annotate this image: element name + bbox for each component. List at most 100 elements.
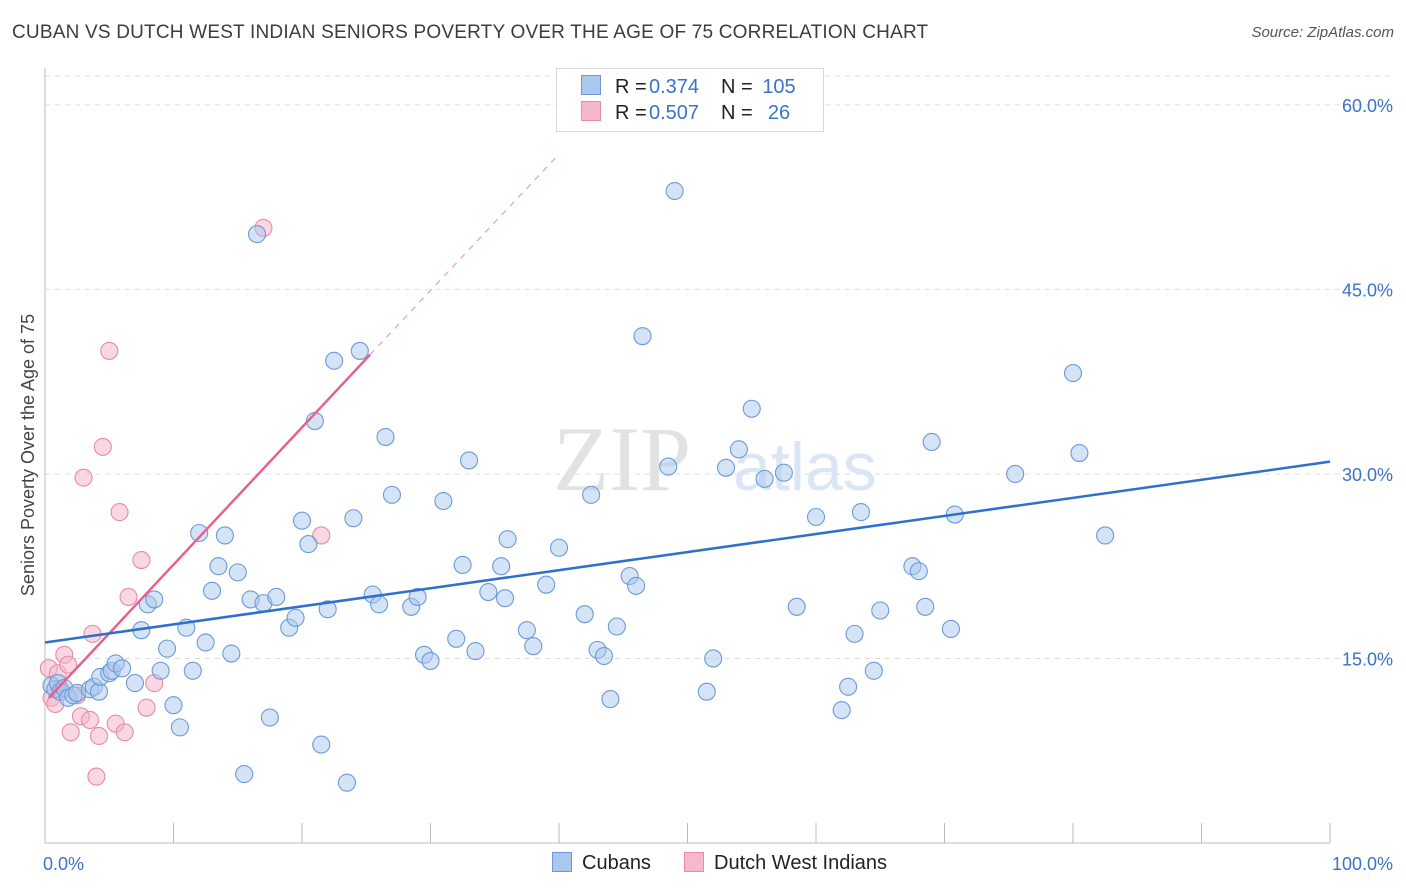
cubans-point xyxy=(260,708,279,727)
cubans-point xyxy=(633,327,652,346)
cubans-legend-label: Cubans xyxy=(582,852,651,874)
cubans-point xyxy=(164,696,183,715)
cubans-point xyxy=(922,432,941,452)
cubans-legend-swatch xyxy=(552,852,572,872)
y-tick-label: 60.0% xyxy=(1342,96,1393,116)
cubans-point xyxy=(601,690,620,709)
cubans-point xyxy=(787,597,806,616)
y-tick-label: 45.0% xyxy=(1342,280,1393,300)
dwi-point xyxy=(110,503,129,522)
cubans-point xyxy=(755,469,774,488)
dwi-point xyxy=(312,526,331,545)
cubans-point xyxy=(549,538,569,557)
dwi-point xyxy=(137,698,156,717)
cubans-point xyxy=(382,485,402,504)
axes xyxy=(44,68,1331,844)
cubans-point xyxy=(376,427,395,447)
dwi-point xyxy=(132,551,151,570)
dwi-trend-line xyxy=(47,353,372,699)
cubans-point xyxy=(312,735,331,754)
cubans-point xyxy=(941,619,960,639)
cubans-point xyxy=(575,605,594,624)
cubans-point xyxy=(222,644,241,663)
cubans-point xyxy=(871,601,890,620)
dwi-point xyxy=(93,437,112,456)
cubans-point xyxy=(839,677,858,696)
cubans-point xyxy=(909,562,928,581)
cubans-point xyxy=(151,661,170,680)
r-label: R = xyxy=(615,76,647,98)
cubans-point xyxy=(292,511,312,530)
cubans-point xyxy=(408,587,427,607)
cubans-point xyxy=(1006,464,1025,484)
cubans-point xyxy=(145,590,164,609)
cubans-point xyxy=(607,617,626,636)
cubans-point xyxy=(196,633,215,652)
r-value: 0.374 xyxy=(649,76,700,98)
cubans-point xyxy=(459,451,479,470)
n-label: N = xyxy=(721,76,753,98)
cubans-point xyxy=(582,485,601,504)
x-tick-label: 100.0% xyxy=(1332,854,1393,874)
cubans-point xyxy=(286,608,305,627)
x-tick-label: 0.0% xyxy=(43,854,84,874)
cubans-point xyxy=(299,535,318,554)
chart-title: CUBAN VS DUTCH WEST INDIAN SENIORS POVER… xyxy=(12,22,929,43)
tick-labels: 15.0% 30.0% 45.0% 60.0% 0.0% 100.0% xyxy=(43,96,1393,874)
cubans-point xyxy=(215,526,234,545)
cubans-point xyxy=(479,582,498,602)
dwi-swatch xyxy=(581,101,601,121)
cubans-point xyxy=(845,624,864,643)
y-tick-label: 15.0% xyxy=(1342,649,1393,669)
r-label: R = xyxy=(615,102,647,124)
legend-row-dwi: R = 0.507 N = 26 xyxy=(581,101,799,127)
legend-item-dwi: Dutch West Indians xyxy=(684,852,887,875)
cubans-point xyxy=(697,682,716,701)
cubans-point xyxy=(447,629,466,648)
y-axis-label: Seniors Poverty Over the Age of 75 xyxy=(18,314,38,596)
cubans-point xyxy=(492,557,511,576)
cubans-point xyxy=(113,659,132,678)
cubans-point xyxy=(806,507,826,527)
cubans-point xyxy=(350,341,369,360)
cubans-point xyxy=(1070,443,1089,463)
cubans-point xyxy=(209,557,228,576)
dwi-point xyxy=(87,767,106,786)
dwi-point xyxy=(59,655,78,674)
cubans-point xyxy=(1096,526,1115,545)
cubans-point xyxy=(158,639,177,658)
cubans-point xyxy=(228,563,247,582)
source-label: Source: ZipAtlas.com xyxy=(1251,24,1394,41)
trend-lines xyxy=(44,153,1331,699)
cubans-point xyxy=(325,351,344,370)
dwi-point xyxy=(74,468,93,487)
cubans-point xyxy=(125,674,144,693)
cubans-point xyxy=(537,575,556,594)
cubans-point xyxy=(498,530,517,549)
cubans-point xyxy=(453,555,472,575)
cubans-point xyxy=(1063,364,1083,383)
cubans-point xyxy=(594,646,614,666)
dwi-legend-swatch xyxy=(684,852,704,872)
grid-lines xyxy=(45,75,1394,659)
cubans-point xyxy=(203,581,222,600)
cubans-point xyxy=(627,576,646,595)
n-value: 26 xyxy=(767,102,791,124)
cubans-swatch xyxy=(581,75,601,95)
n-value: 105 xyxy=(762,76,796,98)
cubans-point xyxy=(235,765,254,784)
cubans-points xyxy=(42,181,1115,792)
cubans-point xyxy=(495,589,515,608)
cubans-point xyxy=(851,503,871,522)
cubans-point xyxy=(729,440,748,459)
dwi-trend-extension xyxy=(369,153,560,356)
cubans-point xyxy=(742,399,761,418)
cubans-point xyxy=(517,621,536,640)
cubans-point xyxy=(704,649,723,668)
correlation-legend: R = 0.374 N = 105 R = 0.507 N = 26 xyxy=(556,68,824,132)
cubans-point xyxy=(318,600,337,619)
r-value: 0.507 xyxy=(649,102,700,124)
cubans-point xyxy=(774,463,793,482)
cubans-point xyxy=(337,773,357,792)
